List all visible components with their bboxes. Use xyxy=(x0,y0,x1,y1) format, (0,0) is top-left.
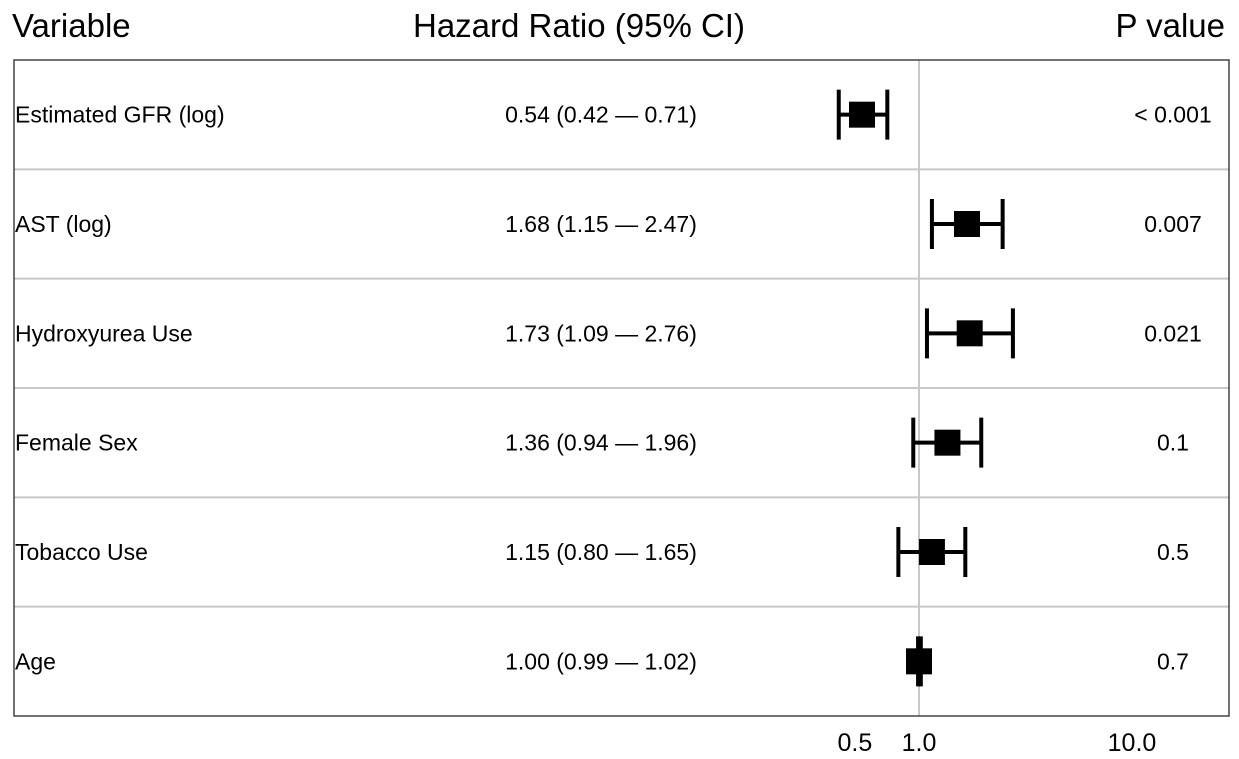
column-header-hazard-ratio: Hazard Ratio (95% CI) xyxy=(413,7,745,44)
point-estimate-marker xyxy=(848,101,875,128)
variable-label: Hydroxyurea Use xyxy=(15,320,193,346)
p-value-label: 0.5 xyxy=(1157,539,1189,565)
p-value-label: 0.7 xyxy=(1157,648,1189,674)
p-value-label: 0.021 xyxy=(1144,320,1202,346)
hazard-ratio-label: 0.54 (0.42 — 0.71) xyxy=(505,102,697,128)
point-estimate-marker xyxy=(956,320,983,347)
plot-frame xyxy=(13,59,1230,717)
hazard-ratio-label: 1.15 (0.80 — 1.65) xyxy=(505,539,697,565)
hazard-ratio-label: 1.36 (0.94 — 1.96) xyxy=(505,430,697,456)
column-header-p-value: P value xyxy=(1115,7,1225,44)
x-tick-label: 1.0 xyxy=(902,729,937,757)
point-estimate-marker xyxy=(906,648,932,675)
variable-label: AST (log) xyxy=(15,211,112,237)
x-tick-label: 0.5 xyxy=(837,729,872,757)
variable-label: Estimated GFR (log) xyxy=(15,102,225,128)
variable-label: Tobacco Use xyxy=(15,539,148,565)
hazard-ratio-label: 1.68 (1.15 — 2.47) xyxy=(505,211,697,237)
hazard-ratio-label: 1.73 (1.09 — 2.76) xyxy=(505,320,697,346)
column-header-variable: Variable xyxy=(12,7,131,44)
x-tick-label: 10.0 xyxy=(1108,729,1157,757)
p-value-label: < 0.001 xyxy=(1134,102,1211,128)
point-estimate-marker xyxy=(934,429,961,456)
point-estimate-marker xyxy=(953,211,980,237)
variable-label: Age xyxy=(15,648,56,674)
point-estimate-marker xyxy=(918,539,945,565)
variable-label: Female Sex xyxy=(15,430,138,456)
hazard-ratio-label: 1.00 (0.99 — 1.02) xyxy=(505,648,697,674)
p-value-label: 0.007 xyxy=(1144,211,1202,237)
p-value-label: 0.1 xyxy=(1157,430,1189,456)
